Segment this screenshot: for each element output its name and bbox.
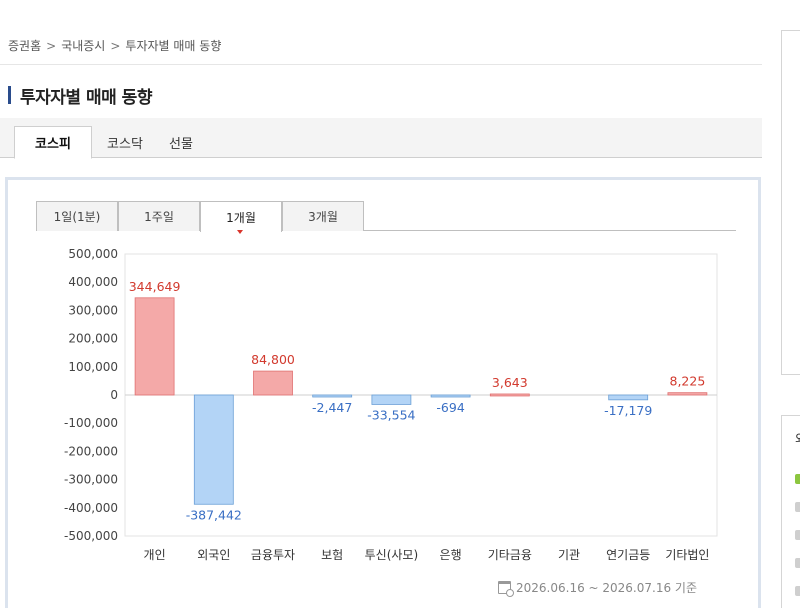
- value-label: 8,225: [670, 374, 706, 389]
- breadcrumb-separator: >: [110, 39, 121, 53]
- bar: [193, 394, 234, 505]
- page-title: 투자자별 매매 동향: [8, 84, 152, 108]
- active-tab-marker-icon: [237, 230, 243, 234]
- x-category-label: 연기금등: [606, 548, 650, 562]
- tab-period-3month[interactable]: 3개월: [282, 201, 364, 231]
- side-panel-label: 외: [795, 430, 800, 447]
- y-tick-label: -100,000: [64, 416, 118, 430]
- y-tick-label: 400,000: [68, 275, 118, 289]
- side-checkbox[interactable]: [795, 586, 800, 596]
- bar: [608, 394, 649, 401]
- value-label: 344,649: [129, 279, 181, 294]
- side-checkbox[interactable]: [795, 530, 800, 540]
- page-title-text: 투자자별 매매 동향: [20, 87, 152, 108]
- side-checkbox[interactable]: [795, 474, 800, 484]
- tab-futures[interactable]: 선물: [169, 137, 193, 152]
- tab-period-1week[interactable]: 1주일: [118, 201, 200, 231]
- tab-kosdaq[interactable]: 코스닥: [107, 137, 143, 152]
- title-accent-bar: [8, 86, 11, 104]
- date-range: 2026.06.16 ~ 2026.07.16 기준: [498, 579, 697, 597]
- market-tabs: 코스피 코스닥 선물: [0, 118, 762, 159]
- value-label: -17,179: [604, 403, 652, 418]
- breadcrumb-current: 투자자별 매매 동향: [125, 39, 222, 53]
- y-tick-label: -300,000: [64, 473, 118, 487]
- tab-period-1month[interactable]: 1개월: [200, 201, 282, 234]
- breadcrumb-separator: >: [46, 39, 57, 53]
- side-checkbox[interactable]: [795, 502, 800, 512]
- breadcrumb-divider: [0, 64, 762, 65]
- bar: [134, 297, 175, 396]
- value-label: -387,442: [186, 507, 242, 522]
- x-category-label: 은행: [440, 547, 462, 562]
- x-category-label: 보험: [321, 548, 343, 562]
- x-category-label: 투신(사모): [365, 548, 419, 562]
- side-checkbox[interactable]: [795, 558, 800, 568]
- period-tabs: 1일(1분) 1주일 1개월 3개월: [36, 201, 736, 234]
- tab-period-1month-label: 1개월: [226, 210, 256, 225]
- value-label: -2,447: [312, 400, 352, 415]
- x-category-label: 외국인: [197, 548, 230, 562]
- date-range-text: 2026.06.16 ~ 2026.07.16 기준: [516, 581, 697, 595]
- breadcrumb-section-link[interactable]: 국내증시: [61, 39, 106, 53]
- calendar-icon: [498, 581, 514, 597]
- x-category-label: 기관: [558, 548, 580, 562]
- tab-kospi[interactable]: 코스피: [14, 126, 92, 159]
- bar: [430, 394, 471, 398]
- bar: [489, 393, 530, 397]
- value-label: -694: [436, 400, 464, 415]
- y-tick-label: 200,000: [68, 332, 118, 346]
- bar: [312, 394, 353, 398]
- y-tick-label: 500,000: [68, 247, 118, 261]
- value-label: 3,643: [492, 375, 528, 390]
- investor-trading-chart: 500,000 400,000 300,000 200,000 100,000 0 -100…: [64, 247, 718, 562]
- y-tick-label: -400,000: [64, 501, 118, 515]
- breadcrumb: 증권홈 > 국내증시 > 투자자별 매매 동향: [8, 37, 221, 54]
- side-panel-top: [781, 30, 800, 375]
- y-tick-label: -500,000: [64, 529, 118, 543]
- x-category-label: 개인: [144, 548, 166, 562]
- y-tick-label: 100,000: [68, 360, 118, 374]
- bar: [253, 370, 293, 396]
- y-tick-label: -200,000: [64, 444, 118, 458]
- chart-panel: 1일(1분) 1주일 1개월 3개월 500,000 400,000 300,000…: [5, 177, 761, 608]
- x-category-label: 기타법인: [665, 548, 709, 562]
- value-label: -33,554: [367, 407, 415, 422]
- y-tick-label: 300,000: [68, 303, 118, 317]
- bar: [667, 392, 708, 396]
- x-category-label: 금융투자: [251, 548, 295, 562]
- bar: [371, 394, 412, 405]
- x-category-label: 기타금융: [488, 548, 532, 562]
- value-label: 84,800: [251, 352, 295, 367]
- tab-period-1day[interactable]: 1일(1분): [36, 201, 118, 231]
- y-tick-label: 0: [110, 388, 118, 402]
- breadcrumb-home-link[interactable]: 증권홈: [8, 39, 42, 53]
